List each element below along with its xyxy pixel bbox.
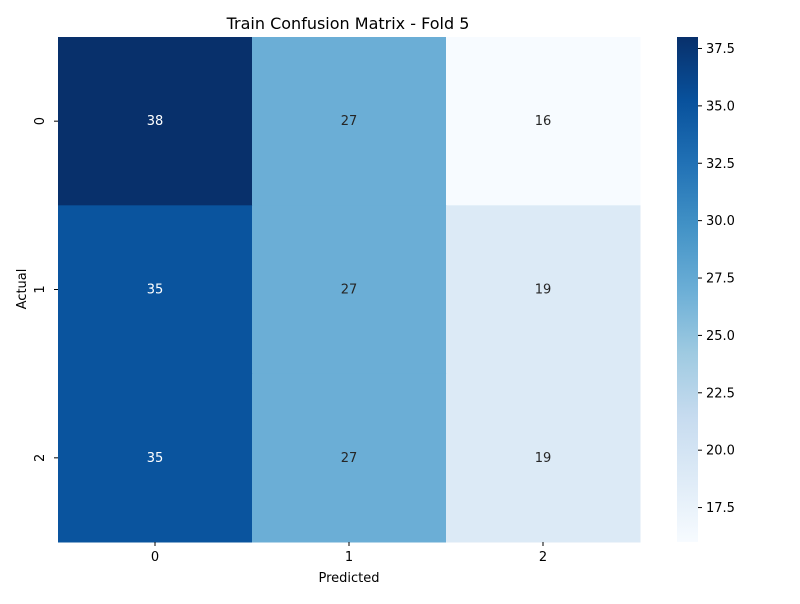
heatmap-cell <box>252 205 447 375</box>
x-tick-label: 0 <box>151 550 159 565</box>
cell-value-label: 27 <box>341 283 358 298</box>
cell-value-label: 27 <box>341 451 358 466</box>
colorbar-tick-label: 17.5 <box>706 501 735 516</box>
heatmap-cell <box>58 37 253 206</box>
colorbar-tick-label: 22.5 <box>706 386 735 401</box>
heatmap-cell <box>252 373 447 543</box>
cell-value-label: 19 <box>535 451 552 466</box>
colorbar-tick-label: 27.5 <box>706 272 735 287</box>
colorbar-tick-label: 32.5 <box>706 157 735 172</box>
cell-value-label: 35 <box>147 283 164 298</box>
colorbar-tick-label: 30.0 <box>706 214 735 229</box>
heatmap-cell <box>252 37 447 206</box>
heatmap-cell-labels: 38 27 16 35 27 19 35 27 19 <box>147 114 552 466</box>
heatmap-cells <box>58 37 641 543</box>
cell-value-label: 16 <box>535 114 552 129</box>
y-axis-label: Actual <box>15 269 30 310</box>
y-axis: 0 1 2 <box>33 117 58 462</box>
colorbar-ticks: 17.5 20.0 22.5 25.0 27.5 30.0 32.5 35.0 37.5 <box>698 42 735 516</box>
x-axis: 0 1 2 <box>151 542 547 565</box>
heatmap-cell <box>58 205 253 375</box>
heatmap-cell <box>446 205 641 375</box>
cell-value-label: 38 <box>147 114 164 129</box>
cell-value-label: 27 <box>341 114 358 129</box>
x-axis-label: Predicted <box>318 571 379 586</box>
heatmap-cell <box>446 373 641 543</box>
heatmap-cell <box>446 37 641 206</box>
heatmap-cell <box>58 373 253 543</box>
colorbar-tick-label: 25.0 <box>706 329 735 344</box>
y-tick-label: 2 <box>33 454 48 462</box>
cell-value-label: 35 <box>147 451 164 466</box>
y-tick-label: 0 <box>33 117 48 125</box>
x-tick-label: 1 <box>345 550 353 565</box>
colorbar-tick-label: 35.0 <box>706 99 735 114</box>
x-tick-label: 2 <box>539 550 547 565</box>
y-tick-label: 1 <box>33 285 48 293</box>
chart-title: Train Confusion Matrix - Fold 5 <box>226 14 470 33</box>
cell-value-label: 19 <box>535 283 552 298</box>
colorbar-gradient <box>677 37 698 542</box>
colorbar: 17.5 20.0 22.5 25.0 27.5 30.0 32.5 35.0 37.5 <box>677 37 735 542</box>
colorbar-tick-label: 20.0 <box>706 444 735 459</box>
colorbar-tick-label: 37.5 <box>706 42 735 57</box>
